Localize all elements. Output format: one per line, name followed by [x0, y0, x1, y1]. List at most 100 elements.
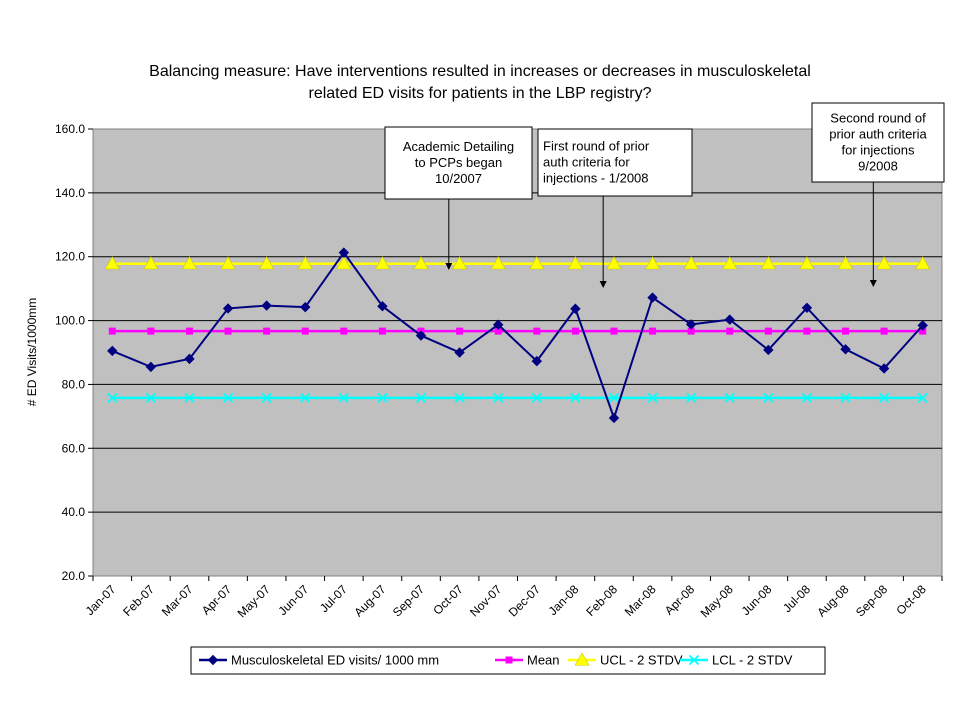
y-tick-label: 100.0 — [55, 314, 85, 328]
data-point-x-stroke-b — [878, 392, 890, 403]
data-point-x-stroke-b — [222, 392, 234, 403]
annotation-text: 10/2007 — [435, 171, 482, 186]
data-point-x — [454, 392, 465, 403]
data-point-triangle — [336, 256, 352, 270]
data-point-triangle — [181, 256, 197, 270]
series-line-diamond — [111, 250, 924, 422]
data-point-square — [108, 327, 116, 335]
x-tick-label: Apr-07 — [199, 582, 235, 618]
x-tick-label: Jan-07 — [83, 582, 119, 618]
chart-title-line-1: Balancing measure: Have interventions re… — [149, 63, 811, 80]
data-point-triangle — [104, 256, 120, 270]
data-point-triangle — [722, 256, 738, 270]
annotation-arrowhead — [599, 281, 607, 288]
data-point-triangle — [838, 256, 854, 270]
data-point-diamond — [145, 361, 157, 373]
legend: Musculoskeletal ED visits/ 1000 mm Mean UC… — [190, 646, 826, 675]
data-point-x — [184, 392, 195, 403]
legend-marker — [574, 652, 590, 666]
series-layer — [104, 247, 931, 424]
legend-item-diamond: Musculoskeletal ED visits/ 1000 mm — [199, 653, 439, 668]
annotation-arrowhead — [445, 263, 453, 270]
data-point-diamond — [647, 292, 658, 303]
x-tick-label: Mar-08 — [622, 582, 659, 619]
data-point-triangle — [529, 256, 545, 270]
y-axis-title: # ED Visits/1000mm — [25, 298, 39, 407]
data-point-diamond — [377, 300, 388, 312]
data-point-x-stroke-b — [840, 392, 851, 403]
x-tick-label: Jun-08 — [739, 582, 775, 618]
y-tick-label: 60.0 — [62, 441, 86, 455]
annotation-text: Second round of — [830, 111, 926, 126]
data-point-x — [686, 392, 697, 403]
data-point-x — [300, 392, 311, 403]
series-diamond — [107, 247, 928, 424]
data-point-x-stroke-b — [184, 392, 195, 403]
legend-label: UCL - 2 STDV — [600, 653, 683, 668]
legend-label: Mean — [527, 653, 560, 668]
series-x — [107, 392, 928, 403]
y-tick-label: 120.0 — [55, 250, 85, 264]
data-point-x — [724, 392, 735, 403]
annotation-text: to PCPs began — [415, 155, 502, 170]
data-point-triangle — [143, 256, 159, 270]
data-point-x — [531, 392, 542, 403]
data-point-x — [917, 392, 928, 403]
data-point-x-stroke-b — [300, 392, 311, 403]
data-point-square — [880, 327, 888, 335]
legend-item-square: Mean — [495, 653, 560, 668]
legend-item-x: LCL - 2 STDV — [680, 653, 793, 668]
x-tick-label: Oct-08 — [893, 582, 929, 618]
x-tick-label: Apr-08 — [662, 582, 698, 618]
annotation-text: First round of prior — [543, 139, 650, 154]
legend-item-triangle: UCL - 2 STDV — [568, 652, 683, 668]
x-tick-label: Oct-07 — [430, 582, 466, 618]
data-point-diamond — [685, 319, 697, 330]
data-point-triangle — [799, 256, 815, 270]
data-point-square — [533, 327, 541, 335]
data-point-diamond — [107, 345, 118, 357]
data-point-triangle — [259, 256, 275, 270]
data-point-triangle — [490, 256, 506, 270]
data-point-triangle — [220, 256, 236, 270]
data-point-triangle — [452, 256, 468, 270]
data-point-x-stroke-b — [801, 392, 813, 403]
data-point-triangle — [567, 256, 583, 270]
data-point-x-stroke-b — [107, 392, 118, 403]
series-triangle — [104, 256, 931, 270]
data-point-x-stroke-b — [415, 392, 427, 403]
plot-area — [92, 128, 943, 577]
data-point-x-stroke-b — [647, 392, 658, 403]
x-tick-label: May-08 — [698, 582, 736, 620]
x-tick-label: Nov-07 — [467, 582, 504, 619]
y-tick-label: 40.0 — [62, 505, 86, 519]
data-point-x-stroke-b — [608, 392, 620, 403]
data-point-diamond — [608, 412, 620, 424]
data-point-triangle — [374, 256, 390, 270]
data-point-triangle — [760, 256, 776, 270]
data-point-diamond — [724, 314, 735, 325]
data-point-x-stroke-b — [724, 392, 735, 403]
y-tick-label: 160.0 — [55, 122, 85, 136]
data-point-square — [340, 327, 348, 335]
data-point-x-stroke-b — [338, 392, 349, 403]
data-point-x — [338, 392, 349, 403]
data-point-square — [263, 327, 271, 335]
data-point-triangle — [876, 256, 892, 270]
data-point-diamond — [763, 344, 774, 356]
legend-marker-stroke-b — [688, 654, 700, 666]
annotation-text: auth criteria for — [543, 155, 630, 170]
x-tick-label: Aug-08 — [814, 582, 851, 619]
annotation-box — [537, 128, 693, 197]
annotation-box — [811, 102, 945, 183]
data-point-triangle — [413, 256, 429, 270]
annotation-text: for injections — [842, 143, 915, 158]
x-tick-label: Feb-08 — [583, 582, 620, 619]
data-point-x-stroke-b — [493, 392, 504, 403]
data-point-x — [145, 392, 157, 403]
data-point-triangle — [297, 256, 313, 270]
y-tick-label: 80.0 — [62, 377, 86, 391]
